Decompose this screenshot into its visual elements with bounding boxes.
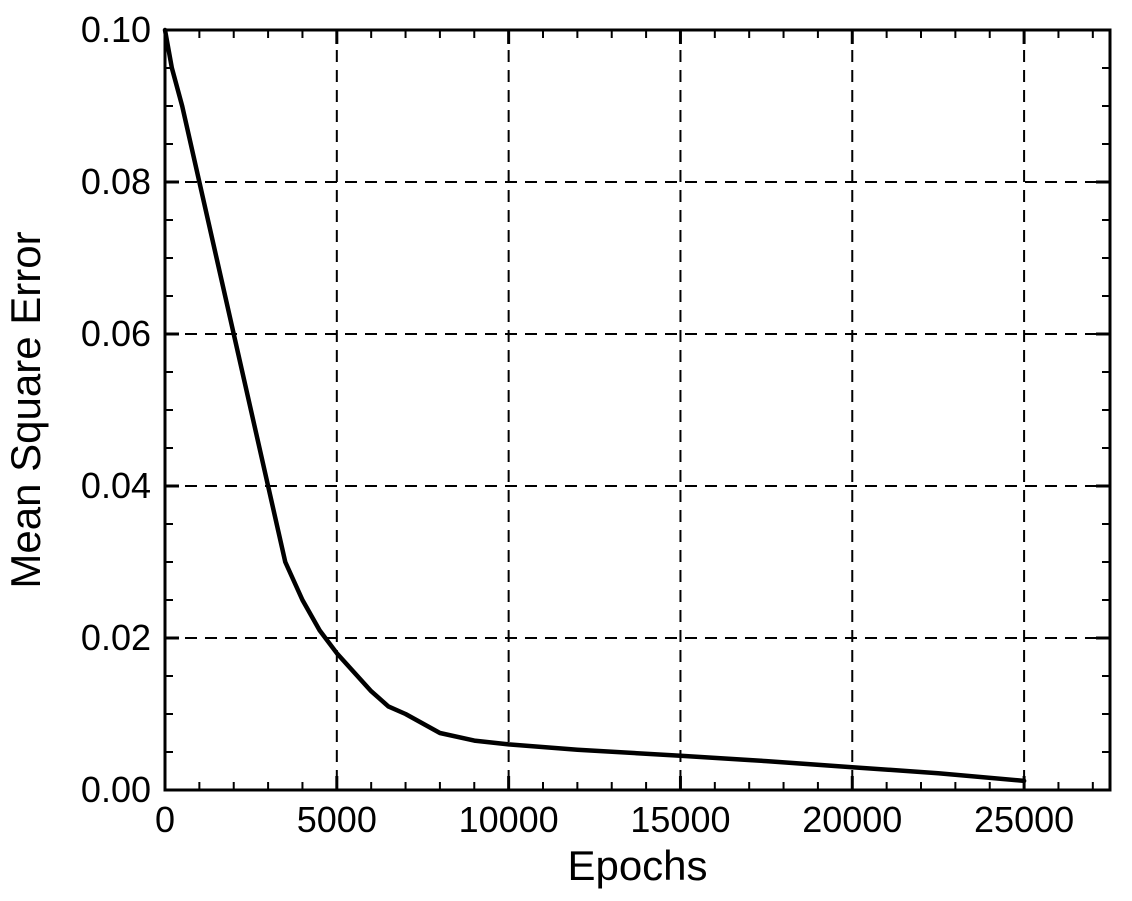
x-tick-label: 25000 (974, 799, 1074, 840)
chart-container: 0 5000 10000 15000 20000 25000 0.00 0.02 0.04 0.0… (0, 0, 1132, 901)
x-axis-label: Epochs (567, 842, 707, 889)
y-tick-label: 0.04 (81, 465, 151, 506)
x-tick-label: 10000 (459, 799, 559, 840)
x-tick-label: 20000 (802, 799, 902, 840)
plot-border (165, 30, 1110, 790)
y-tick-label: 0.06 (81, 313, 151, 354)
y-axis-label: Mean Square Error (2, 231, 49, 588)
x-tick-label: 15000 (630, 799, 730, 840)
x-tick-label: 0 (155, 799, 175, 840)
line-chart: 0 5000 10000 15000 20000 25000 0.00 0.02 0.04 0.0… (0, 0, 1132, 901)
y-tick-label: 0.08 (81, 161, 151, 202)
y-tick-label: 0.02 (81, 617, 151, 658)
y-tick-label: 0.00 (81, 769, 151, 810)
y-tick-label: 0.10 (81, 9, 151, 50)
series-mse (165, 30, 1024, 781)
x-tick-label: 5000 (297, 799, 377, 840)
